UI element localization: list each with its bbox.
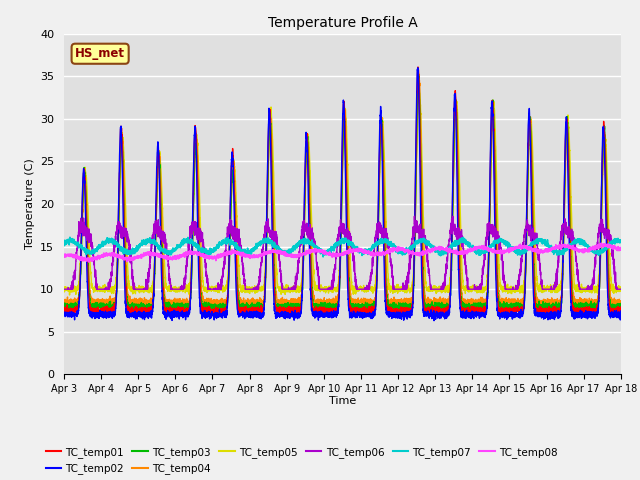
TC_temp03 (616, 307, 624, 313)
TC_temp08 (597, 240, 605, 246)
Text: HS_met: HS_met (75, 47, 125, 60)
Line: TC_temp02: TC_temp02 (64, 68, 621, 321)
TC_temp05 (60, 288, 68, 293)
TC_temp07 (322, 248, 330, 254)
TC_temp04 (617, 300, 625, 306)
TC_temp05 (322, 286, 330, 291)
TC_temp04 (436, 298, 444, 304)
TC_temp06 (322, 286, 330, 292)
TC_temp03 (617, 307, 625, 312)
TC_temp06 (499, 262, 507, 268)
TC_temp04 (415, 71, 422, 77)
TC_temp04 (616, 300, 624, 306)
Title: Temperature Profile A: Temperature Profile A (268, 16, 417, 30)
TC_temp01 (616, 305, 624, 311)
TC_temp06 (60, 286, 68, 292)
TC_temp07 (617, 239, 625, 244)
TC_temp02 (468, 315, 476, 321)
Line: TC_temp08: TC_temp08 (64, 243, 621, 262)
TC_temp07 (66, 234, 74, 240)
TC_temp03 (415, 70, 422, 76)
X-axis label: Time: Time (329, 396, 356, 406)
TC_temp07 (161, 247, 168, 253)
Line: TC_temp03: TC_temp03 (64, 73, 621, 312)
TC_temp03 (160, 297, 168, 302)
TC_temp03 (499, 302, 507, 308)
TC_temp05 (415, 86, 423, 92)
TC_temp01 (467, 306, 475, 312)
TC_temp05 (161, 255, 168, 261)
TC_temp03 (468, 302, 476, 308)
TC_temp08 (85, 259, 93, 265)
TC_temp04 (499, 301, 507, 307)
TC_temp07 (60, 243, 68, 249)
Line: TC_temp07: TC_temp07 (64, 237, 621, 257)
TC_temp02 (430, 318, 438, 324)
Line: TC_temp05: TC_temp05 (64, 89, 621, 295)
TC_temp01 (611, 314, 618, 320)
TC_temp08 (499, 250, 507, 255)
TC_temp02 (60, 310, 68, 315)
TC_temp03 (436, 304, 444, 310)
TC_temp06 (617, 286, 625, 292)
TC_temp04 (60, 298, 68, 303)
TC_temp04 (161, 286, 168, 291)
Line: TC_temp06: TC_temp06 (64, 216, 621, 289)
TC_temp01 (414, 64, 422, 70)
TC_temp08 (467, 247, 475, 252)
TC_temp02 (617, 308, 625, 314)
TC_temp06 (616, 286, 624, 292)
TC_temp05 (66, 292, 74, 298)
TC_temp04 (322, 300, 330, 306)
TC_temp01 (60, 308, 68, 314)
TC_temp02 (414, 65, 422, 71)
TC_temp08 (436, 245, 444, 251)
TC_temp07 (499, 238, 507, 244)
Line: TC_temp01: TC_temp01 (64, 67, 621, 317)
TC_temp07 (468, 244, 476, 250)
TC_temp02 (322, 313, 330, 319)
TC_temp01 (617, 304, 625, 310)
TC_temp01 (436, 310, 444, 315)
TC_temp03 (322, 304, 330, 310)
TC_temp03 (163, 309, 171, 314)
TC_temp07 (319, 254, 327, 260)
TC_temp04 (140, 305, 148, 311)
Y-axis label: Temperature (C): Temperature (C) (24, 158, 35, 250)
TC_temp08 (60, 253, 68, 259)
Line: TC_temp04: TC_temp04 (64, 74, 621, 308)
TC_temp07 (616, 239, 624, 244)
TC_temp07 (436, 249, 444, 254)
TC_temp01 (160, 303, 168, 309)
TC_temp02 (436, 312, 444, 318)
TC_temp05 (617, 288, 625, 293)
Legend: TC_temp01, TC_temp02, TC_temp03, TC_temp04, TC_temp05, TC_temp06, TC_temp07, TC_: TC_temp01, TC_temp02, TC_temp03, TC_temp… (42, 443, 562, 478)
TC_temp06 (411, 213, 419, 219)
TC_temp04 (468, 296, 476, 301)
TC_temp08 (322, 250, 330, 256)
TC_temp08 (617, 246, 625, 252)
TC_temp02 (160, 312, 168, 318)
TC_temp01 (322, 307, 330, 312)
TC_temp06 (467, 286, 475, 292)
TC_temp02 (616, 317, 624, 323)
TC_temp05 (468, 286, 476, 291)
TC_temp05 (616, 285, 624, 290)
TC_temp01 (499, 311, 507, 316)
TC_temp02 (499, 314, 507, 320)
TC_temp08 (161, 253, 168, 259)
TC_temp03 (60, 303, 68, 309)
TC_temp08 (616, 244, 624, 250)
TC_temp05 (499, 284, 507, 289)
TC_temp05 (436, 288, 444, 294)
TC_temp06 (436, 286, 444, 292)
TC_temp06 (160, 240, 168, 246)
